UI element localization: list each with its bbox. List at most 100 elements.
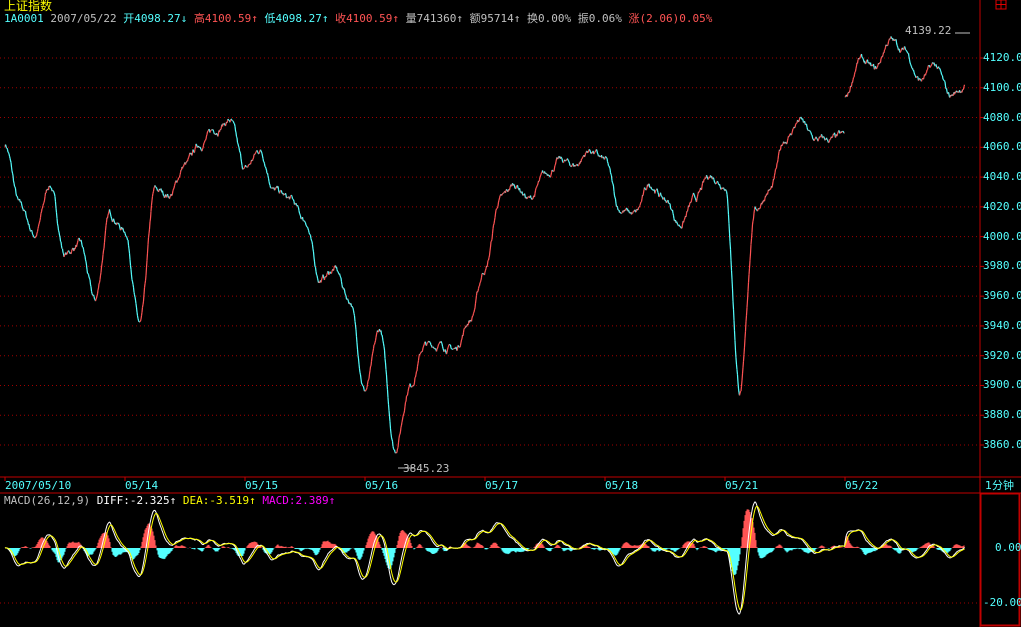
price-segment xyxy=(268,181,271,185)
price-segment xyxy=(700,186,703,190)
period-selector[interactable]: 1分钟 xyxy=(985,479,1014,492)
price-segment xyxy=(255,150,258,153)
price-segment xyxy=(406,391,409,396)
price-segment xyxy=(119,228,122,231)
price-segment xyxy=(496,205,499,209)
price-segment xyxy=(235,132,238,137)
price-segment xyxy=(715,182,718,185)
price-segment xyxy=(577,164,580,166)
up-arrow-icon: ↑ xyxy=(169,494,177,507)
price-segment xyxy=(598,155,600,157)
price-segment xyxy=(863,60,866,64)
price-segment xyxy=(52,190,54,192)
price-segment xyxy=(876,64,879,67)
price-segment xyxy=(540,171,543,174)
open-value: 4098.27 xyxy=(134,12,181,25)
volume-value: 741360 xyxy=(416,12,457,25)
price-segment xyxy=(292,199,295,202)
price-segment xyxy=(299,214,302,217)
price-segment xyxy=(444,350,447,353)
price-segment xyxy=(6,149,9,153)
price-segment xyxy=(733,320,736,331)
price-segment xyxy=(498,197,501,201)
price-segment xyxy=(553,167,556,172)
price-segment xyxy=(698,190,701,193)
price-segment xyxy=(821,136,824,139)
price-segment xyxy=(541,170,544,173)
price-segment xyxy=(748,268,751,275)
price-segment xyxy=(644,188,646,190)
price-segment xyxy=(563,159,566,162)
price-segment xyxy=(789,133,792,136)
price-segment xyxy=(67,250,70,252)
price-segment xyxy=(786,140,789,144)
price-segment xyxy=(883,49,886,53)
price-segment xyxy=(492,225,495,229)
price-segment xyxy=(460,339,463,343)
price-segment xyxy=(391,441,394,447)
price-segment xyxy=(352,307,355,311)
price-segment xyxy=(389,428,392,434)
price-segment xyxy=(477,288,480,292)
price-segment xyxy=(942,78,944,81)
price-segment xyxy=(360,382,363,385)
up-arrow-icon: ↑ xyxy=(321,12,329,25)
price-segment xyxy=(611,182,614,185)
price-segment xyxy=(589,149,591,151)
calendar-box-icon[interactable] xyxy=(995,0,1007,10)
price-segment xyxy=(596,150,599,154)
price-segment xyxy=(539,175,542,178)
price-segment xyxy=(859,54,862,57)
price-segment xyxy=(187,157,190,160)
price-segment xyxy=(199,146,202,149)
price-segment xyxy=(459,345,462,348)
price-segment xyxy=(377,329,380,333)
price-segment xyxy=(898,48,901,51)
price-segment xyxy=(759,203,762,207)
price-segment xyxy=(298,210,301,214)
price-segment xyxy=(344,294,347,296)
price-segment xyxy=(387,404,390,411)
price-segment xyxy=(848,89,851,93)
price-segment xyxy=(722,187,725,190)
price-segment xyxy=(952,93,955,97)
price-segment xyxy=(403,410,406,414)
price-segment xyxy=(87,274,90,278)
price-segment xyxy=(122,228,125,231)
price-segment xyxy=(83,254,86,257)
price-segment xyxy=(676,222,679,225)
price-segment xyxy=(172,187,175,190)
y-tick-label: 3900.00 xyxy=(983,378,1021,392)
price-segment xyxy=(815,136,818,139)
price-segment xyxy=(567,160,570,163)
price-segment xyxy=(672,215,675,219)
price-segment xyxy=(423,343,426,346)
price-segment xyxy=(692,192,695,195)
price-segment xyxy=(396,448,399,453)
price-segment xyxy=(146,253,149,261)
price-segment xyxy=(94,299,97,302)
price-segment xyxy=(909,62,912,65)
price-segment xyxy=(447,346,450,348)
price-segment xyxy=(123,231,126,234)
price-segment xyxy=(267,178,270,182)
price-segment xyxy=(37,226,40,229)
price-segment xyxy=(409,383,412,386)
price-segment xyxy=(594,150,597,153)
x-tick-label: 05/14 xyxy=(125,479,159,492)
price-segment xyxy=(731,288,734,302)
price-segment xyxy=(647,183,650,187)
price-segment xyxy=(16,197,19,200)
price-segment xyxy=(576,163,578,166)
price-segment xyxy=(223,123,226,126)
price-segment xyxy=(449,344,452,348)
price-segment xyxy=(614,197,617,200)
price-segment xyxy=(366,384,369,388)
price-segment xyxy=(945,88,948,92)
price-segment xyxy=(54,196,57,202)
price-segment xyxy=(405,396,408,402)
price-segment xyxy=(152,187,155,192)
price-segment xyxy=(247,164,250,167)
price-segment xyxy=(610,174,613,176)
price-segment xyxy=(538,179,541,182)
